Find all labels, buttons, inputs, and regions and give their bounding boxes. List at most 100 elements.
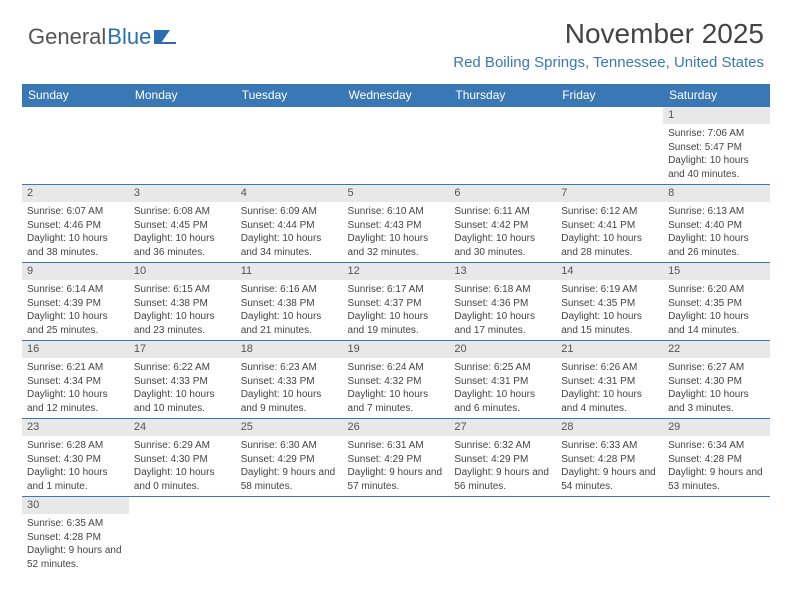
sunrise-text: Sunrise: 6:23 AM <box>241 361 338 375</box>
calendar-cell: 13Sunrise: 6:18 AMSunset: 4:36 PMDayligh… <box>449 263 556 341</box>
daylight-text: Daylight: 10 hours and 1 minute. <box>27 466 124 493</box>
day-info: Sunrise: 6:20 AMSunset: 4:35 PMDaylight:… <box>663 280 770 339</box>
daylight-text: Daylight: 10 hours and 28 minutes. <box>561 232 658 259</box>
sunset-text: Sunset: 4:37 PM <box>348 297 445 311</box>
daylight-text: Daylight: 10 hours and 17 minutes. <box>454 310 551 337</box>
day-info: Sunrise: 6:29 AMSunset: 4:30 PMDaylight:… <box>129 436 236 495</box>
day-info: Sunrise: 6:08 AMSunset: 4:45 PMDaylight:… <box>129 202 236 261</box>
daylight-text: Daylight: 10 hours and 10 minutes. <box>134 388 231 415</box>
daylight-text: Daylight: 10 hours and 3 minutes. <box>668 388 765 415</box>
day-number: 20 <box>449 341 556 358</box>
calendar-cell: 15Sunrise: 6:20 AMSunset: 4:35 PMDayligh… <box>663 263 770 341</box>
day-number: 23 <box>22 419 129 436</box>
sunset-text: Sunset: 4:39 PM <box>27 297 124 311</box>
calendar-table: SundayMondayTuesdayWednesdayThursdayFrid… <box>22 84 770 575</box>
daylight-text: Daylight: 10 hours and 7 minutes. <box>348 388 445 415</box>
calendar-cell: 5Sunrise: 6:10 AMSunset: 4:43 PMDaylight… <box>343 185 450 263</box>
sunrise-text: Sunrise: 6:20 AM <box>668 283 765 297</box>
sunrise-text: Sunrise: 6:34 AM <box>668 439 765 453</box>
calendar-cell: 18Sunrise: 6:23 AMSunset: 4:33 PMDayligh… <box>236 341 343 419</box>
calendar-cell: 11Sunrise: 6:16 AMSunset: 4:38 PMDayligh… <box>236 263 343 341</box>
weekday-header: Thursday <box>449 84 556 107</box>
day-info: Sunrise: 7:06 AMSunset: 5:47 PMDaylight:… <box>663 124 770 183</box>
sunset-text: Sunset: 4:35 PM <box>668 297 765 311</box>
day-info: Sunrise: 6:16 AMSunset: 4:38 PMDaylight:… <box>236 280 343 339</box>
daylight-text: Daylight: 10 hours and 9 minutes. <box>241 388 338 415</box>
sunrise-text: Sunrise: 6:22 AM <box>134 361 231 375</box>
day-info: Sunrise: 6:25 AMSunset: 4:31 PMDaylight:… <box>449 358 556 417</box>
day-number: 19 <box>343 341 450 358</box>
day-info: Sunrise: 6:33 AMSunset: 4:28 PMDaylight:… <box>556 436 663 495</box>
sunrise-text: Sunrise: 6:28 AM <box>27 439 124 453</box>
weekday-header: Sunday <box>22 84 129 107</box>
calendar-cell: 19Sunrise: 6:24 AMSunset: 4:32 PMDayligh… <box>343 341 450 419</box>
location-text: Red Boiling Springs, Tennessee, United S… <box>453 54 764 71</box>
day-info: Sunrise: 6:23 AMSunset: 4:33 PMDaylight:… <box>236 358 343 417</box>
calendar-cell-empty <box>556 107 663 185</box>
day-number: 18 <box>236 341 343 358</box>
calendar-cell: 21Sunrise: 6:26 AMSunset: 4:31 PMDayligh… <box>556 341 663 419</box>
sunset-text: Sunset: 4:36 PM <box>454 297 551 311</box>
calendar-cell: 23Sunrise: 6:28 AMSunset: 4:30 PMDayligh… <box>22 419 129 497</box>
day-number: 25 <box>236 419 343 436</box>
day-info: Sunrise: 6:10 AMSunset: 4:43 PMDaylight:… <box>343 202 450 261</box>
calendar-cell-empty <box>236 107 343 185</box>
calendar-row: 16Sunrise: 6:21 AMSunset: 4:34 PMDayligh… <box>22 341 770 419</box>
day-number: 15 <box>663 263 770 280</box>
calendar-cell: 3Sunrise: 6:08 AMSunset: 4:45 PMDaylight… <box>129 185 236 263</box>
calendar-cell-empty <box>663 497 770 575</box>
sunrise-text: Sunrise: 6:27 AM <box>668 361 765 375</box>
day-info: Sunrise: 6:27 AMSunset: 4:30 PMDaylight:… <box>663 358 770 417</box>
sunrise-text: Sunrise: 6:29 AM <box>134 439 231 453</box>
sunrise-text: Sunrise: 6:12 AM <box>561 205 658 219</box>
sunrise-text: Sunrise: 6:32 AM <box>454 439 551 453</box>
sunrise-text: Sunrise: 6:19 AM <box>561 283 658 297</box>
calendar-cell: 4Sunrise: 6:09 AMSunset: 4:44 PMDaylight… <box>236 185 343 263</box>
sunrise-text: Sunrise: 6:10 AM <box>348 205 445 219</box>
weekday-header: Tuesday <box>236 84 343 107</box>
daylight-text: Daylight: 9 hours and 53 minutes. <box>668 466 765 493</box>
day-info: Sunrise: 6:19 AMSunset: 4:35 PMDaylight:… <box>556 280 663 339</box>
day-info: Sunrise: 6:24 AMSunset: 4:32 PMDaylight:… <box>343 358 450 417</box>
day-number: 21 <box>556 341 663 358</box>
daylight-text: Daylight: 9 hours and 57 minutes. <box>348 466 445 493</box>
day-info: Sunrise: 6:15 AMSunset: 4:38 PMDaylight:… <box>129 280 236 339</box>
sunset-text: Sunset: 4:30 PM <box>27 453 124 467</box>
day-number: 26 <box>343 419 450 436</box>
daylight-text: Daylight: 10 hours and 30 minutes. <box>454 232 551 259</box>
day-number: 16 <box>22 341 129 358</box>
calendar-cell: 2Sunrise: 6:07 AMSunset: 4:46 PMDaylight… <box>22 185 129 263</box>
day-info: Sunrise: 6:17 AMSunset: 4:37 PMDaylight:… <box>343 280 450 339</box>
sunset-text: Sunset: 4:35 PM <box>561 297 658 311</box>
sunrise-text: Sunrise: 6:33 AM <box>561 439 658 453</box>
daylight-text: Daylight: 9 hours and 54 minutes. <box>561 466 658 493</box>
sunrise-text: Sunrise: 6:13 AM <box>668 205 765 219</box>
daylight-text: Daylight: 10 hours and 21 minutes. <box>241 310 338 337</box>
sunset-text: Sunset: 4:34 PM <box>27 375 124 389</box>
sunset-text: Sunset: 4:41 PM <box>561 219 658 233</box>
calendar-cell: 25Sunrise: 6:30 AMSunset: 4:29 PMDayligh… <box>236 419 343 497</box>
daylight-text: Daylight: 10 hours and 34 minutes. <box>241 232 338 259</box>
calendar-cell: 14Sunrise: 6:19 AMSunset: 4:35 PMDayligh… <box>556 263 663 341</box>
day-info: Sunrise: 6:07 AMSunset: 4:46 PMDaylight:… <box>22 202 129 261</box>
day-number: 27 <box>449 419 556 436</box>
logo-text-1: General <box>28 24 106 50</box>
day-number: 3 <box>129 185 236 202</box>
sunset-text: Sunset: 4:31 PM <box>561 375 658 389</box>
day-info: Sunrise: 6:34 AMSunset: 4:28 PMDaylight:… <box>663 436 770 495</box>
sunset-text: Sunset: 4:46 PM <box>27 219 124 233</box>
calendar-cell: 9Sunrise: 6:14 AMSunset: 4:39 PMDaylight… <box>22 263 129 341</box>
day-info: Sunrise: 6:28 AMSunset: 4:30 PMDaylight:… <box>22 436 129 495</box>
sunrise-text: Sunrise: 6:09 AM <box>241 205 338 219</box>
day-number: 12 <box>343 263 450 280</box>
sunrise-text: Sunrise: 6:18 AM <box>454 283 551 297</box>
calendar-row: 30Sunrise: 6:35 AMSunset: 4:28 PMDayligh… <box>22 497 770 575</box>
sunrise-text: Sunrise: 7:06 AM <box>668 127 765 141</box>
logo: General Blue <box>28 24 176 50</box>
day-info: Sunrise: 6:18 AMSunset: 4:36 PMDaylight:… <box>449 280 556 339</box>
sunset-text: Sunset: 4:43 PM <box>348 219 445 233</box>
calendar-cell-empty <box>449 107 556 185</box>
day-info: Sunrise: 6:26 AMSunset: 4:31 PMDaylight:… <box>556 358 663 417</box>
day-info: Sunrise: 6:13 AMSunset: 4:40 PMDaylight:… <box>663 202 770 261</box>
calendar-cell-empty <box>343 107 450 185</box>
